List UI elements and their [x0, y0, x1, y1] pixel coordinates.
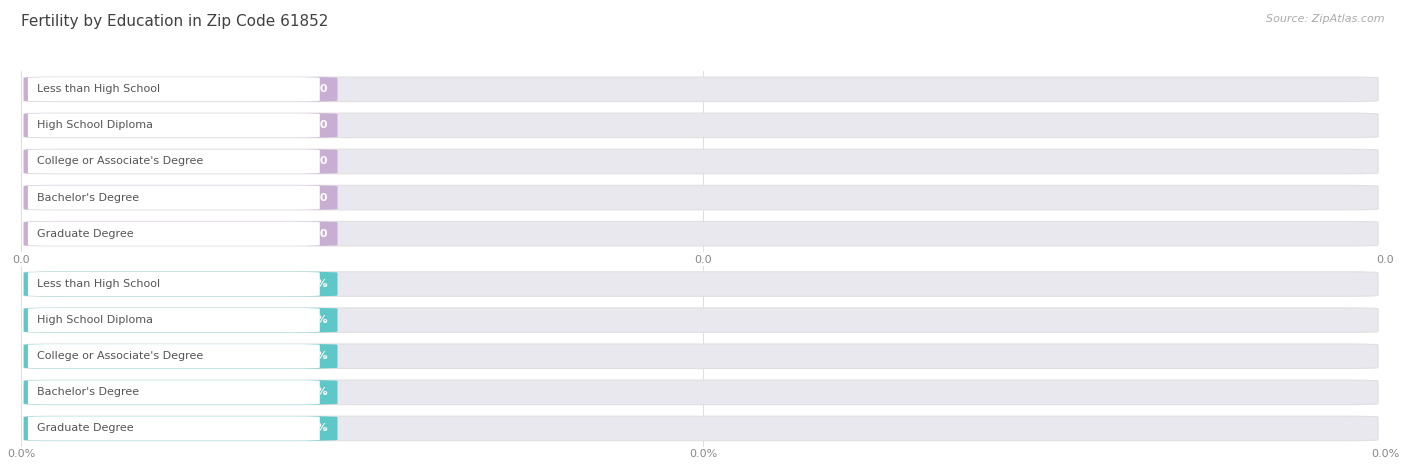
Text: 0.0: 0.0 — [308, 228, 328, 239]
FancyBboxPatch shape — [24, 272, 337, 296]
Text: Graduate Degree: Graduate Degree — [38, 423, 134, 434]
FancyBboxPatch shape — [28, 380, 319, 405]
FancyBboxPatch shape — [24, 113, 1378, 138]
Text: 0.0%: 0.0% — [297, 315, 328, 325]
Text: Less than High School: Less than High School — [38, 279, 160, 289]
FancyBboxPatch shape — [24, 308, 1378, 332]
Text: 0.0%: 0.0% — [297, 351, 328, 361]
Text: 0.0: 0.0 — [308, 120, 328, 131]
Text: Bachelor's Degree: Bachelor's Degree — [38, 387, 139, 398]
FancyBboxPatch shape — [24, 344, 337, 369]
Text: 0.0%: 0.0% — [297, 387, 328, 398]
Text: Source: ZipAtlas.com: Source: ZipAtlas.com — [1267, 14, 1385, 24]
Text: College or Associate's Degree: College or Associate's Degree — [38, 351, 204, 361]
FancyBboxPatch shape — [24, 221, 337, 246]
FancyBboxPatch shape — [28, 113, 319, 138]
Text: Bachelor's Degree: Bachelor's Degree — [38, 192, 139, 203]
FancyBboxPatch shape — [24, 113, 337, 138]
Text: 0.0: 0.0 — [308, 84, 328, 95]
FancyBboxPatch shape — [24, 380, 337, 405]
FancyBboxPatch shape — [28, 149, 319, 174]
FancyBboxPatch shape — [28, 272, 319, 296]
Text: 0.0: 0.0 — [308, 192, 328, 203]
Text: High School Diploma: High School Diploma — [38, 315, 153, 325]
FancyBboxPatch shape — [28, 344, 319, 369]
FancyBboxPatch shape — [24, 149, 337, 174]
Text: Graduate Degree: Graduate Degree — [38, 228, 134, 239]
FancyBboxPatch shape — [28, 221, 319, 246]
FancyBboxPatch shape — [24, 272, 1378, 296]
FancyBboxPatch shape — [24, 221, 1378, 246]
FancyBboxPatch shape — [28, 77, 319, 102]
Text: 0.0: 0.0 — [308, 156, 328, 167]
FancyBboxPatch shape — [28, 185, 319, 210]
Text: Less than High School: Less than High School — [38, 84, 160, 95]
Text: College or Associate's Degree: College or Associate's Degree — [38, 156, 204, 167]
FancyBboxPatch shape — [24, 77, 1378, 102]
FancyBboxPatch shape — [24, 308, 337, 332]
FancyBboxPatch shape — [24, 149, 1378, 174]
FancyBboxPatch shape — [28, 308, 319, 332]
FancyBboxPatch shape — [24, 416, 1378, 441]
FancyBboxPatch shape — [24, 77, 337, 102]
FancyBboxPatch shape — [24, 416, 337, 441]
Text: 0.0%: 0.0% — [297, 423, 328, 434]
FancyBboxPatch shape — [24, 185, 1378, 210]
FancyBboxPatch shape — [24, 185, 337, 210]
FancyBboxPatch shape — [24, 380, 1378, 405]
Text: High School Diploma: High School Diploma — [38, 120, 153, 131]
FancyBboxPatch shape — [28, 416, 319, 441]
Text: Fertility by Education in Zip Code 61852: Fertility by Education in Zip Code 61852 — [21, 14, 329, 29]
FancyBboxPatch shape — [24, 344, 1378, 369]
Text: 0.0%: 0.0% — [297, 279, 328, 289]
